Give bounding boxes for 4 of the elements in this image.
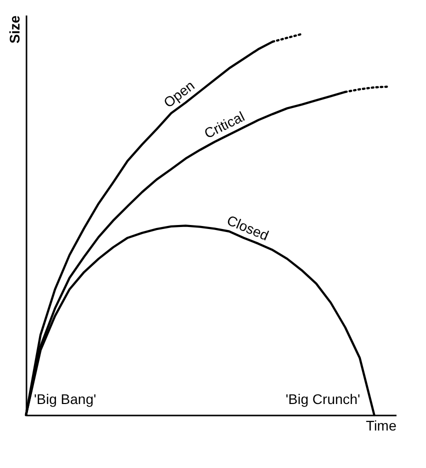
x-axis-title: Time — [366, 418, 397, 434]
annotation: 'Big Bang' — [34, 391, 96, 407]
y-axis-title: Size — [6, 15, 22, 44]
annotation: 'Big Crunch' — [286, 391, 360, 407]
